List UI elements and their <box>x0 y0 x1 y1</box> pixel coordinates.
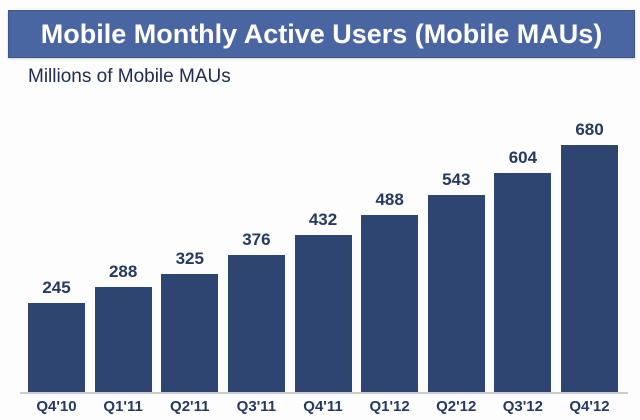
bar-value-label: 288 <box>108 262 138 281</box>
bar-column: 432 <box>294 210 352 392</box>
bar-column: 245 <box>28 278 85 392</box>
bar-column: 488 <box>361 190 419 392</box>
bar-value-label: 543 <box>442 170 471 189</box>
x-axis-label: Q2'11 <box>170 398 210 415</box>
x-axis-label: Q4'11 <box>303 398 343 415</box>
bar <box>94 287 152 392</box>
bar <box>227 255 285 392</box>
bar <box>161 274 219 392</box>
bar-value-label: 680 <box>575 120 604 139</box>
bar-value-label: 245 <box>42 278 71 297</box>
x-axis-label: Q1'12 <box>369 398 410 415</box>
bar-value-label: 376 <box>242 230 271 249</box>
x-axis-label: Q2'12 <box>436 398 477 415</box>
bar <box>494 173 552 392</box>
bar-column: 288 <box>94 262 152 392</box>
bar-column: 376 <box>227 230 285 392</box>
x-axis: Q4'10 Q1'11 Q2'11 Q3'11 Q4'11 Q1'12 Q2'12 Q3'12… <box>20 398 628 415</box>
x-axis-label: Q3'11 <box>236 398 277 415</box>
bar-column: 680 <box>561 120 618 392</box>
bar <box>28 303 85 392</box>
bar <box>294 235 352 392</box>
x-axis-label: Q3'12 <box>502 398 543 415</box>
bar <box>361 215 419 392</box>
x-axis-label: Q4'10 <box>36 398 77 415</box>
title-banner: Mobile Monthly Active Users (Mobile MAUs… <box>8 10 635 58</box>
bar <box>561 145 618 392</box>
bar-value-label: 604 <box>508 148 538 167</box>
bar <box>427 195 485 392</box>
page-title: Mobile Monthly Active Users (Mobile MAUs… <box>40 18 603 49</box>
bar-value-label: 488 <box>375 190 404 209</box>
chart-subtitle: Millions of Mobile MAUs <box>28 66 231 87</box>
x-axis-label: Q4'12 <box>569 398 610 415</box>
bar-column: 325 <box>161 249 219 392</box>
plot-area: 245 288 325 376 432 488 543 604 680 <box>20 112 628 394</box>
x-axis-label: Q1'11 <box>103 398 143 415</box>
bar-value-label: 432 <box>308 210 338 229</box>
bar-chart: 245 288 325 376 432 488 543 604 680 Q4'10 Q1'11 Q2… <box>20 112 628 415</box>
bar-column: 604 <box>494 148 552 392</box>
bar-value-label: 325 <box>175 249 204 268</box>
bar-column: 543 <box>427 170 485 392</box>
